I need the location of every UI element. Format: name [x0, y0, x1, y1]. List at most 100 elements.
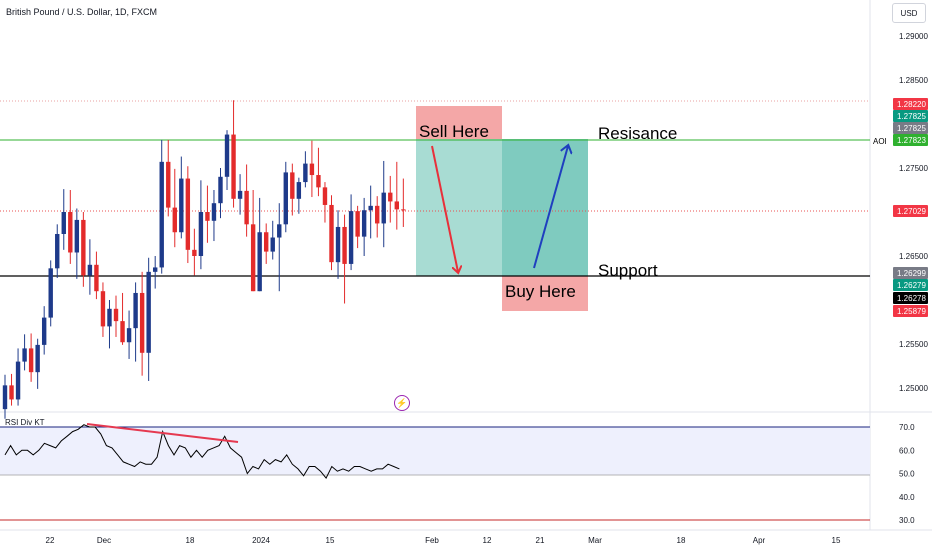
candle-body — [113, 308, 119, 322]
candle-body — [126, 328, 132, 343]
candle — [277, 203, 282, 292]
candle — [68, 190, 73, 264]
price-tag-bg — [893, 205, 928, 217]
candle — [322, 182, 328, 223]
candle-body — [192, 249, 197, 256]
candle-body — [237, 190, 243, 199]
sell-zone-fill — [416, 139, 502, 276]
price-tag: 1.28220 — [893, 98, 928, 110]
price-tag-text: 1.27029 — [897, 207, 926, 216]
candle-body — [120, 321, 125, 343]
time-tick-label: 15 — [326, 536, 335, 545]
candle — [296, 177, 302, 214]
candle-body — [309, 163, 315, 176]
candle-body — [224, 134, 230, 177]
candle-body — [322, 187, 328, 205]
candle-body — [211, 203, 217, 221]
price-tag: 1.27825 — [893, 110, 928, 122]
candle-body — [146, 271, 151, 353]
candle — [198, 180, 204, 270]
price-tag: 1.27029 — [893, 205, 928, 217]
candle — [309, 140, 315, 198]
price-tag-text: 1.28220 — [897, 100, 926, 109]
candle — [185, 166, 191, 264]
candle-body — [107, 308, 112, 327]
candle-body — [316, 175, 321, 188]
price-tag-bg — [893, 267, 928, 279]
rsi-tick-label: 70.0 — [899, 423, 915, 432]
buy-arrow-up[interactable] — [533, 146, 568, 269]
price-tick-label: 1.27500 — [899, 164, 928, 173]
time-tick-label: Mar — [588, 536, 602, 545]
price-tag: 1.26299 — [893, 267, 928, 279]
resistance-label: Resisance — [598, 124, 677, 143]
candle-body — [28, 348, 34, 373]
rsi-axis-ticks: 70.0 60.0 50.0 40.0 30.0 — [899, 423, 915, 525]
buy-zone-box — [502, 276, 588, 311]
candle — [205, 185, 210, 243]
aoi-label: AOI — [873, 137, 887, 146]
candle-body — [61, 212, 66, 234]
candle-body — [277, 224, 282, 238]
price-tag-bg — [893, 292, 928, 304]
price-tag-text: 1.27823 — [897, 136, 926, 145]
sell-arrow-down[interactable] — [431, 145, 458, 272]
price-tag-text: 1.27825 — [897, 112, 926, 121]
candle — [87, 239, 93, 295]
price-tag-bg — [893, 279, 928, 291]
candle — [244, 164, 249, 237]
candle — [179, 156, 184, 239]
candle — [192, 228, 197, 276]
candle — [211, 190, 217, 242]
price-tag-bg — [893, 98, 928, 110]
candle-body — [244, 190, 249, 225]
lightning-bolt-icon[interactable]: ⚡ — [394, 395, 410, 411]
candle — [224, 130, 230, 190]
buy-zone-fill — [502, 139, 588, 276]
candle — [316, 147, 321, 197]
candle-body — [41, 317, 47, 345]
candle-body — [68, 212, 73, 253]
time-tick-label: 15 — [832, 536, 841, 545]
candle — [172, 168, 177, 248]
candle — [61, 189, 66, 250]
candle-body — [355, 211, 360, 237]
price-axis-labels: 1.28220 1.27825 1.27825 1.27823 1.27029 1.262… — [893, 98, 928, 317]
candle-body — [264, 232, 269, 252]
time-tick-label: Dec — [97, 536, 111, 545]
candle-body — [94, 264, 99, 292]
price-tag-text: 1.27825 — [897, 124, 926, 133]
candle — [113, 295, 119, 337]
candle — [94, 251, 99, 300]
candle — [368, 185, 373, 239]
candle — [394, 161, 399, 230]
candle-body — [270, 237, 275, 252]
candle-body — [218, 176, 223, 204]
time-tick-label: 22 — [46, 536, 55, 545]
currency-button[interactable]: USD — [892, 3, 926, 23]
candle-body — [179, 178, 184, 233]
candle — [218, 168, 223, 219]
rsi-indicator-label: RSI Div KT — [5, 418, 45, 427]
price-tick-label: 1.25000 — [899, 384, 928, 393]
candle-body — [15, 361, 21, 400]
candle-body — [139, 292, 145, 353]
candle-body — [401, 209, 406, 211]
candle-body — [22, 348, 27, 362]
candle-body — [87, 264, 93, 276]
candle — [283, 161, 288, 233]
candle-body — [74, 219, 80, 253]
price-tag-bg — [893, 110, 928, 122]
candle-body — [329, 204, 334, 263]
candle-body — [381, 192, 386, 224]
time-axis-ticks: 22 Dec 18 2024 15 Feb 12 21 Mar 18 Apr 15 — [46, 536, 841, 545]
candle — [355, 205, 360, 249]
candle-body — [172, 207, 177, 233]
candle — [81, 212, 86, 287]
candle — [250, 190, 256, 292]
candle — [28, 333, 34, 382]
candle — [152, 256, 158, 289]
candle-body — [152, 267, 158, 272]
candle — [335, 210, 341, 279]
